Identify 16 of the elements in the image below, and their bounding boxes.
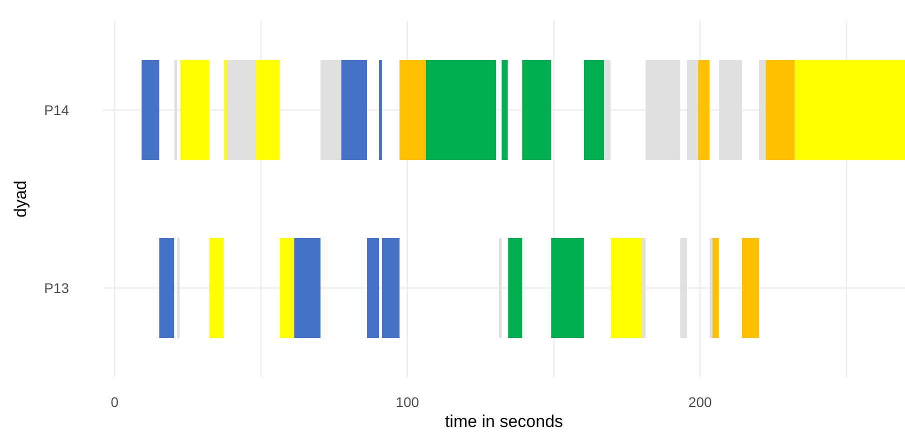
bar: [142, 60, 160, 160]
bar: [698, 60, 710, 160]
x-tick-label: 100: [396, 394, 420, 410]
y-tick-label: P13: [44, 280, 70, 296]
bar: [280, 238, 294, 338]
y-tick-label: P14: [44, 102, 70, 118]
x-axis-title: time in seconds: [444, 412, 564, 431]
bar: [766, 60, 795, 160]
bar: [209, 238, 224, 338]
x-tick-label: 200: [688, 394, 712, 410]
y-axis-title: dyad: [11, 180, 30, 218]
x-tick-label: 0: [110, 394, 119, 410]
bar: [794, 60, 905, 160]
bar: [180, 60, 210, 160]
bar: [224, 60, 228, 160]
bar: [159, 238, 174, 338]
